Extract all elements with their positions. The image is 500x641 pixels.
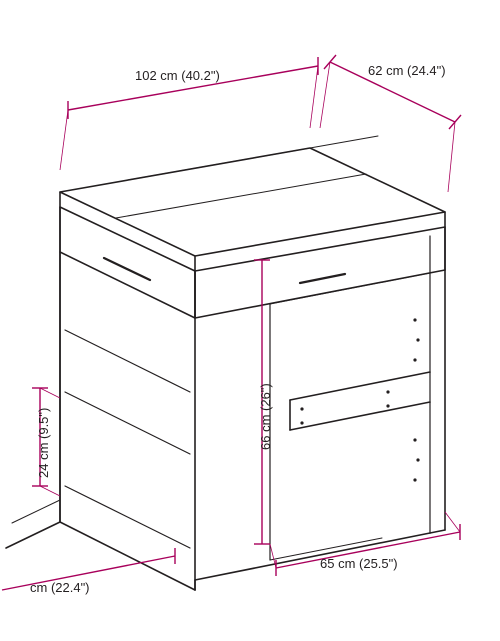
furniture-outline <box>0 0 500 641</box>
diagram-stage: { "diagram": { "type": "technical-line-d… <box>0 0 500 641</box>
dim-shelf-h: 24 cm (9.5") <box>36 408 51 478</box>
dim-front-w: cm (22.4") <box>30 580 90 595</box>
dim-depth-top: 62 cm (24.4") <box>368 63 446 78</box>
dim-inner-w: 65 cm (25.5") <box>320 556 398 571</box>
dim-inner-h: 66 cm (26") <box>258 383 273 450</box>
dim-width-top: 102 cm (40.2") <box>135 68 220 83</box>
